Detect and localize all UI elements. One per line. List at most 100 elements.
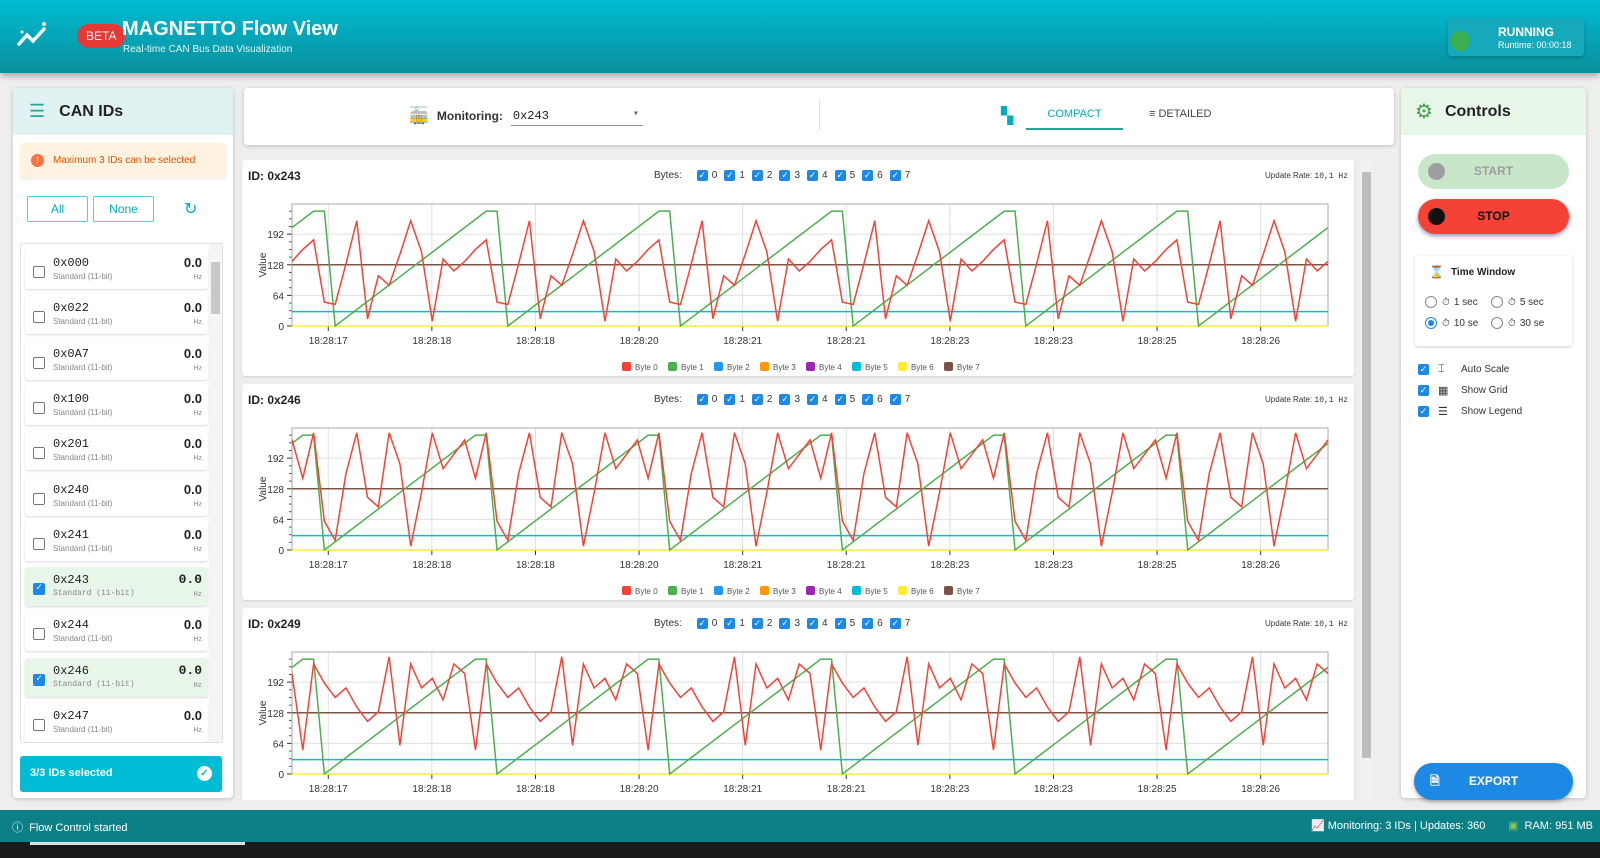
x-tick-label: 18:28:23	[930, 336, 969, 347]
time-window-option[interactable]: ⏱ 1 sec	[1425, 296, 1478, 308]
byte-checkbox[interactable]: ✓	[862, 170, 874, 181]
can-id-checkbox[interactable]: ✓	[33, 673, 45, 686]
play-icon	[1428, 163, 1445, 180]
can-id-item[interactable]: 0x022 Standard (11-bit) 0.0 Hz	[25, 295, 208, 335]
time-window-option[interactable]: ⏱ 30 se	[1491, 317, 1544, 329]
option-label: Show Legend	[1461, 406, 1523, 417]
chart-title: ID: 0x249	[248, 617, 301, 631]
legend-label: Byte 6	[911, 587, 934, 596]
option-auto-scale[interactable]: ✓ ⌶ Auto Scale	[1418, 363, 1509, 376]
byte-checkbox[interactable]: ✓	[696, 394, 708, 405]
byte-checkbox[interactable]: ✓	[751, 394, 763, 405]
can-id-item[interactable]: ✓ 0x243 Standard (11-bit) 0.0 Hz	[25, 567, 208, 607]
radio-button[interactable]	[1425, 296, 1437, 308]
can-id-item[interactable]: 0x240 Standard (11-bit) 0.0 Hz	[25, 476, 208, 516]
byte-label: 4	[822, 170, 828, 181]
byte-checkbox[interactable]: ✓	[779, 618, 791, 629]
byte-checkbox[interactable]: ✓	[807, 170, 819, 181]
x-tick-label: 18:28:20	[620, 784, 659, 795]
tab-detailed[interactable]: ≡ DETAILED	[1149, 108, 1212, 120]
can-id: 0x022	[53, 301, 90, 316]
x-tick-label: 18:28:26	[1241, 336, 1280, 347]
can-id-checkbox[interactable]	[33, 628, 45, 641]
option-checkbox[interactable]: ✓	[1418, 406, 1429, 417]
can-id-checkbox[interactable]	[33, 719, 45, 731]
byte-checkbox[interactable]: ✓	[862, 618, 874, 629]
select-all-button[interactable]: All	[27, 196, 88, 222]
bytes-label: Bytes:	[654, 170, 682, 181]
byte-checkbox[interactable]: ✓	[889, 394, 901, 405]
option-checkbox[interactable]: ✓	[1418, 385, 1429, 396]
byte-checkbox[interactable]: ✓	[834, 170, 846, 181]
legend-swatch	[806, 362, 815, 371]
can-id-rate-unit: Hz	[193, 591, 202, 600]
byte-checkbox[interactable]: ✓	[834, 394, 846, 405]
radio-button[interactable]	[1425, 317, 1437, 329]
can-id-checkbox[interactable]	[33, 492, 45, 505]
can-id-item[interactable]: 0x100 Standard (11-bit) 0.0 Hz	[25, 385, 208, 425]
byte-checkbox[interactable]: ✓	[834, 618, 846, 629]
radio-button[interactable]	[1491, 296, 1503, 308]
byte-checkbox[interactable]: ✓	[724, 394, 736, 405]
byte-checkbox[interactable]: ✓	[889, 170, 901, 181]
list-scrollbar[interactable]	[209, 244, 222, 742]
can-id-item[interactable]: 0x247 Standard (11-bit) 0.0 Hz	[25, 703, 208, 742]
stop-button[interactable]: STOP	[1418, 199, 1569, 234]
select-none-button[interactable]: None	[93, 196, 154, 222]
can-id-item[interactable]: 0x244 Standard (11-bit) 0.0 Hz	[25, 612, 208, 652]
y-axis-label: Value	[258, 700, 269, 725]
option-checkbox[interactable]: ✓	[1418, 364, 1429, 375]
export-button[interactable]: 🗎 EXPORT	[1414, 763, 1573, 800]
stopwatch-icon: ⏱	[1508, 296, 1516, 308]
legend-swatch	[714, 362, 723, 371]
x-tick-label: 18:28:18	[516, 336, 555, 347]
start-button[interactable]: START	[1418, 154, 1569, 189]
can-id-checkbox[interactable]	[33, 447, 45, 460]
x-tick-label: 18:28:18	[516, 784, 555, 795]
can-id-checkbox[interactable]	[33, 537, 45, 550]
can-id-item[interactable]: 0x201 Standard (11-bit) 0.0 Hz	[25, 431, 208, 471]
refresh-icon[interactable]: ↻	[184, 201, 198, 218]
selection-count: 3/3 IDs selected	[30, 767, 113, 779]
monitoring-select[interactable]: 0x243	[510, 107, 643, 126]
can-id-checkbox[interactable]: ✓	[33, 583, 45, 596]
can-id-item[interactable]: ✓ 0x246 Standard (11-bit) 0.0 Hz	[25, 657, 208, 697]
can-id-checkbox[interactable]	[33, 266, 45, 278]
byte-checkbox[interactable]: ✓	[862, 394, 874, 405]
byte-checkbox[interactable]: ✓	[779, 394, 791, 405]
status-bar: ⓘ Flow Control started 📈 Monitoring: 3 I…	[0, 810, 1600, 842]
can-id-rate: 0.0	[178, 572, 202, 588]
line-chart: 18:28:17 18:28:18 18:28:18 18:28:20 18:28:21…	[258, 651, 1329, 795]
byte-checkbox[interactable]: ✓	[751, 170, 763, 181]
byte-checkbox[interactable]: ✓	[696, 618, 708, 629]
byte-label: 2	[766, 618, 773, 629]
time-window-label: 5 sec	[1519, 296, 1544, 308]
byte-checkbox[interactable]: ✓	[807, 618, 819, 629]
can-id-item[interactable]: 0x241 Standard (11-bit) 0.0 Hz	[25, 521, 208, 561]
app-subtitle: Real-time CAN Bus Data Visualization	[123, 44, 293, 55]
can-id-checkbox[interactable]	[33, 401, 45, 414]
option-show-legend[interactable]: ✓ ☰ Show Legend	[1418, 405, 1522, 418]
byte-checkbox[interactable]: ✓	[751, 618, 763, 629]
can-id-checkbox[interactable]	[33, 356, 45, 369]
byte-checkbox[interactable]: ✓	[807, 394, 819, 405]
byte-checkbox[interactable]: ✓	[889, 618, 901, 629]
can-id-checkbox[interactable]	[33, 311, 45, 324]
can-id-item[interactable]: 0x0A7 Standard (11-bit) 0.0 Hz	[25, 340, 208, 380]
byte-checkbox[interactable]: ✓	[779, 170, 791, 181]
tab-detailed-label: DETAILED	[1158, 108, 1212, 120]
tab-compact[interactable]: COMPACT	[1026, 106, 1123, 130]
byte-checkbox[interactable]: ✓	[724, 170, 736, 181]
byte-checkbox[interactable]: ✓	[696, 170, 708, 181]
can-id-type: Standard (11-bit)	[53, 589, 135, 599]
time-window-option[interactable]: ⏱ 5 sec	[1491, 296, 1544, 308]
radio-button[interactable]	[1491, 317, 1503, 329]
option-show-grid[interactable]: ✓ ▦ Show Grid	[1418, 384, 1508, 397]
byte-checkbox[interactable]: ✓	[724, 618, 736, 629]
can-id-rate: 0.0	[183, 481, 202, 497]
can-id-type: Standard (11-bit)	[53, 272, 113, 281]
x-tick-label: 18:28:26	[1241, 784, 1280, 795]
time-window-option[interactable]: ⏱ 10 se	[1425, 317, 1478, 329]
can-id-item[interactable]: 0x000 Standard (11-bit) 0.0 Hz	[25, 250, 208, 289]
charts-scrollbar[interactable]	[1360, 160, 1373, 800]
